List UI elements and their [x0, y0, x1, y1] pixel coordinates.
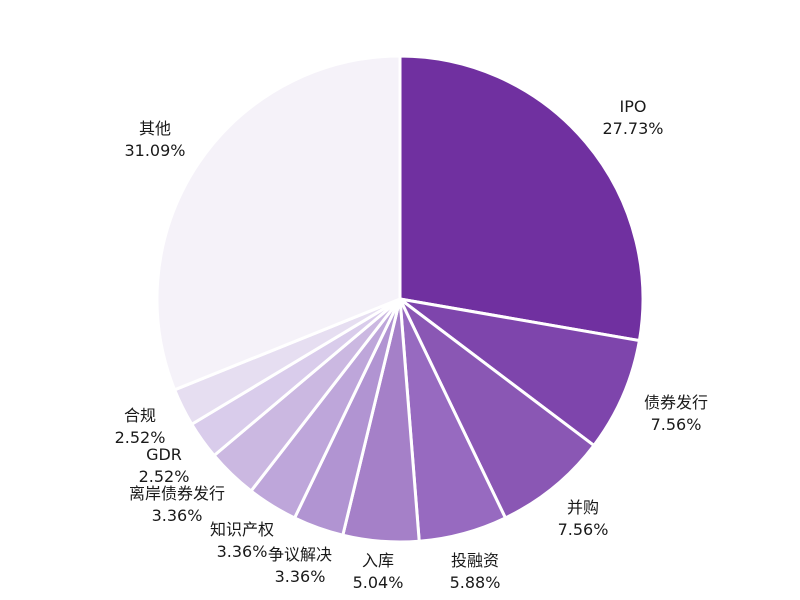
slice-name-label: 入库: [362, 551, 394, 570]
slice-label-10: 其他 31.09%: [124, 119, 185, 160]
slice-label-9: 合规 2.52%: [115, 406, 166, 447]
slice-label-7: 离岸债券发行 3.36%: [129, 484, 225, 525]
pie-slice-0: [398, 54, 645, 343]
slice-percent-label: 2.52%: [139, 467, 190, 486]
slice-label-2: 并购 7.56%: [558, 498, 609, 539]
slice-name-label: 其他: [139, 119, 171, 138]
slice-name-label: 离岸债券发行: [129, 484, 225, 503]
slice-name-label: 并购: [567, 498, 599, 517]
slice-name-label: 投融资: [451, 551, 499, 570]
slice-label-6: 知识产权 3.36%: [210, 520, 274, 561]
slice-percent-label: 3.36%: [152, 506, 203, 525]
pie-slice-10: [155, 54, 402, 392]
slice-percent-label: 31.09%: [124, 141, 185, 160]
slice-percent-label: 5.04%: [353, 573, 404, 592]
slice-name-label: IPO: [620, 97, 647, 116]
slice-name-label: 合规: [124, 406, 156, 425]
pie-slice-1: [398, 297, 641, 447]
slice-name-label: GDR: [146, 445, 182, 464]
slice-percent-label: 7.56%: [558, 520, 609, 539]
slice-percent-label: 5.88%: [450, 573, 501, 592]
slice-percent-label: 27.73%: [602, 119, 663, 138]
slice-label-8: GDR 2.52%: [139, 445, 190, 486]
slice-label-0: IPO 27.73%: [602, 97, 663, 138]
slice-percent-label: 3.36%: [217, 542, 268, 561]
slice-label-4: 入库 5.04%: [353, 551, 404, 592]
slice-label-3: 投融资 5.88%: [450, 551, 501, 592]
slice-name-label: 知识产权: [210, 520, 274, 539]
pie-slice-2: [398, 297, 596, 520]
slice-percent-label: 7.56%: [651, 415, 702, 434]
slice-name-label: 争议解决: [268, 545, 332, 564]
slice-label-5: 争议解决 3.36%: [268, 545, 332, 586]
slice-label-1: 债券发行 7.56%: [644, 393, 708, 434]
slice-percent-label: 2.52%: [115, 428, 166, 447]
slice-name-label: 债券发行: [644, 393, 708, 412]
slice-percent-label: 3.36%: [275, 567, 326, 586]
